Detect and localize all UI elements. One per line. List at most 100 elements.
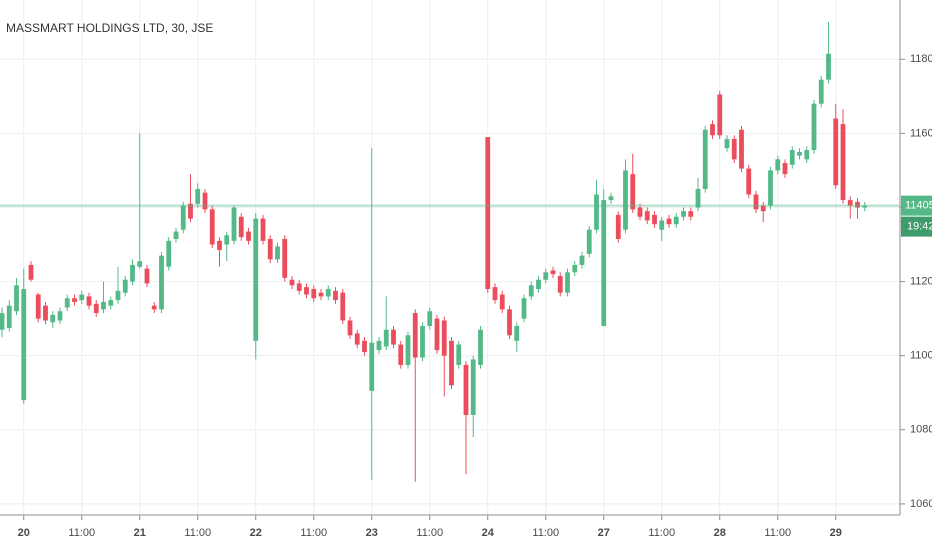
candle-body [333,290,338,301]
candle-body [470,359,476,415]
x-tick-label: 11:00 [300,527,327,539]
candle-body [644,211,650,221]
candle-body [101,301,106,310]
candle-body [35,294,41,319]
candle-body [202,192,208,210]
candle-body [347,320,353,336]
candle-body [318,292,324,297]
x-tick-label: 11:00 [764,527,791,539]
x-tick-label: 11:00 [648,527,675,539]
candle-body [79,294,85,301]
candle-body [746,168,752,195]
candle-body [840,124,846,201]
candle-body [50,314,56,323]
candles [0,22,868,482]
candle-body [376,340,382,351]
candle-body [543,272,549,280]
candle-body [666,218,672,225]
candle-body [231,207,237,241]
x-tick-label: 11:00 [416,527,443,539]
candle-body [137,261,143,267]
y-tick-label: 11800 [910,53,932,65]
candle-body [188,203,193,219]
candle-body [623,170,628,230]
candle-body [108,300,114,306]
candle-body [499,294,505,310]
candle-body [340,292,346,321]
candle-body [14,285,19,312]
x-tick-label: 21 [134,527,146,539]
candle-body [130,264,135,282]
candle-body [159,255,164,310]
y-tick-label: 11000 [910,350,932,362]
last-price-label: 11405 [905,200,932,212]
candle-body [391,329,396,345]
x-tick-label: 20 [18,527,30,539]
candle-body [550,270,556,275]
candle-body [775,159,781,171]
chart-title: MASSMART HOLDINGS LTD, 30, JSE [6,21,213,35]
candle-body [485,137,491,289]
candle-body [427,311,433,327]
candle-body [528,285,534,297]
candle-body [456,344,462,365]
candle-body [739,129,744,169]
candle-body [724,138,730,149]
candle-body [688,211,694,217]
candle-body [151,305,157,310]
candle-body [275,246,280,260]
candle-body [833,118,839,186]
candle-body [594,194,599,230]
x-tick-label: 11:00 [184,527,211,539]
candle-body [246,231,251,241]
candle-body [673,216,679,225]
candle-body [572,264,578,273]
candle-body [21,288,27,401]
candle-body [630,174,636,210]
candle-body [6,305,12,328]
candle-body [180,205,186,230]
candle-body [325,288,331,297]
y-tick-label: 11200 [910,275,932,287]
candle-body [398,344,404,365]
x-tick-label: 29 [830,527,842,539]
candle-body [855,201,860,208]
candle-body [217,240,222,251]
candle-body [637,207,643,217]
candle-body [789,150,795,165]
candle-body [115,290,121,301]
candle-body [369,342,375,391]
candle-body [731,138,737,160]
candle-body [514,326,520,341]
candle-body [28,264,34,280]
x-tick-label: 23 [366,527,378,539]
candle-body [383,329,389,347]
candle-body [826,53,831,80]
candle-body [862,205,868,208]
candle-body [782,163,788,175]
candle-body [710,124,715,136]
candle-body [753,194,759,210]
candle-body [289,279,295,286]
candle-body [311,288,317,299]
candle-body [804,150,810,160]
candle-body [282,238,288,278]
candle-body [0,313,5,330]
candle-body [449,340,454,386]
countdown-label: 19:42 [907,221,932,233]
candle-body [702,129,708,189]
candle-body [260,218,266,241]
candle-body [86,296,92,306]
x-tick-label: 22 [250,527,262,539]
candle-body [441,320,447,356]
candle-body [536,279,541,289]
x-tick-label: 24 [482,527,495,539]
last-price-box [901,195,932,216]
candle-body [64,298,70,308]
candle-body [43,305,48,321]
candle-body [238,216,244,238]
candle-body [144,268,150,284]
candle-body [57,311,63,321]
candle-body [586,229,592,254]
